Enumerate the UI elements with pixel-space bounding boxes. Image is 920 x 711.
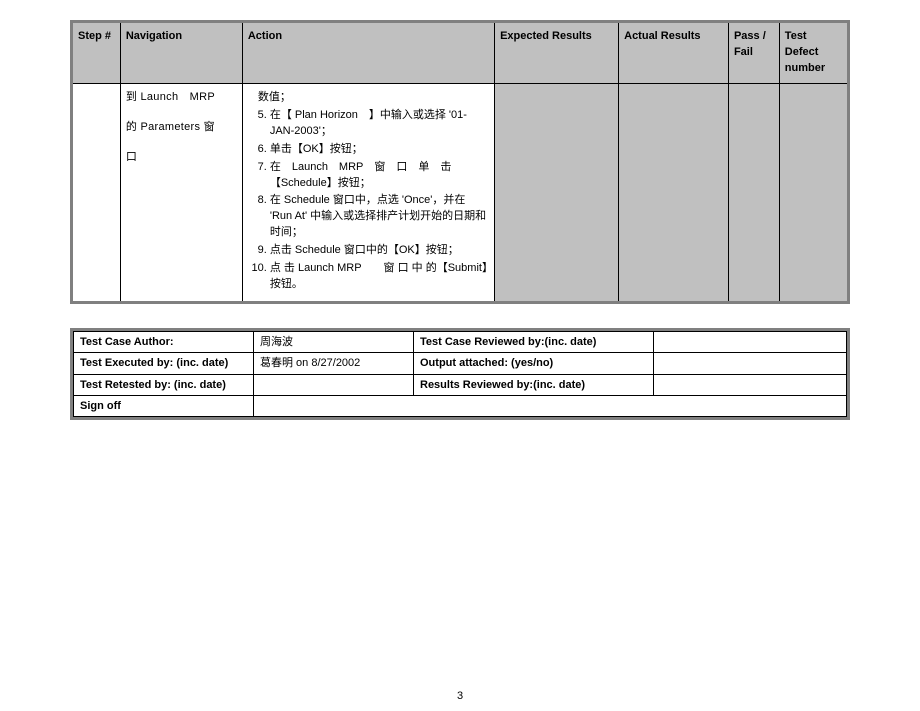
action-step: 点 击 Launch MRP 窗 口 中 的【Submit】按钮。 bbox=[270, 261, 489, 293]
col-header-defect: Test Defect number bbox=[779, 22, 848, 84]
cell-navigation: 到 Launch MRP 的 Parameters 窗 口 bbox=[120, 83, 242, 302]
meta-label: Output attached: (yes/no) bbox=[414, 353, 654, 374]
meta-row: Test Case Author: 周海波 Test Case Reviewed… bbox=[74, 332, 847, 353]
meta-row: Sign off bbox=[74, 395, 847, 416]
meta-label: Test Case Reviewed by:(inc. date) bbox=[414, 332, 654, 353]
meta-label: Test Executed by: (inc. date) bbox=[74, 353, 254, 374]
meta-row: Test Retested by: (inc. date) Results Re… bbox=[74, 374, 847, 395]
col-header-navigation: Navigation bbox=[120, 22, 242, 84]
col-header-expected: Expected Results bbox=[495, 22, 619, 84]
col-header-step: Step # bbox=[72, 22, 121, 84]
cell-passfail bbox=[728, 83, 779, 302]
meta-label: Results Reviewed by:(inc. date) bbox=[414, 374, 654, 395]
meta-value bbox=[254, 395, 847, 416]
meta-value: 葛春明 on 8/27/2002 bbox=[254, 353, 414, 374]
table-header-row: Step # Navigation Action Expected Result… bbox=[72, 22, 849, 84]
cell-actual bbox=[619, 83, 729, 302]
document-page: Step # Navigation Action Expected Result… bbox=[0, 0, 920, 420]
nav-text-line: 口 bbox=[126, 150, 237, 166]
test-meta-table-wrap: Test Case Author: 周海波 Test Case Reviewed… bbox=[70, 328, 850, 420]
meta-value bbox=[254, 374, 414, 395]
action-step: 在 Schedule 窗口中，点选 'Once'，并在 'Run At' 中输入… bbox=[270, 193, 489, 241]
meta-label: Test Case Author: bbox=[74, 332, 254, 353]
meta-value bbox=[654, 332, 847, 353]
col-header-actual: Actual Results bbox=[619, 22, 729, 84]
nav-text-line: 到 Launch MRP bbox=[126, 90, 237, 106]
page-number: 3 bbox=[0, 690, 920, 702]
cell-expected bbox=[495, 83, 619, 302]
cell-action: 数值； 在【 Plan Horizon 】中输入或选择 '01-JAN-2003… bbox=[242, 83, 494, 302]
test-steps-table: Step # Navigation Action Expected Result… bbox=[70, 20, 850, 304]
action-lead-text: 数值； bbox=[248, 90, 489, 106]
meta-label: Test Retested by: (inc. date) bbox=[74, 374, 254, 395]
col-header-action: Action bbox=[242, 22, 494, 84]
test-meta-table: Test Case Author: 周海波 Test Case Reviewed… bbox=[73, 331, 847, 417]
cell-step bbox=[72, 83, 121, 302]
nav-text-line: 的 Parameters 窗 bbox=[126, 120, 237, 136]
meta-value: 周海波 bbox=[254, 332, 414, 353]
meta-value bbox=[654, 353, 847, 374]
action-step: 在 Launch MRP 窗 口 单 击【Schedule】按钮； bbox=[270, 160, 489, 192]
col-header-passfail: Pass / Fail bbox=[728, 22, 779, 84]
meta-row: Test Executed by: (inc. date) 葛春明 on 8/2… bbox=[74, 353, 847, 374]
cell-defect bbox=[779, 83, 848, 302]
meta-label: Sign off bbox=[74, 395, 254, 416]
action-step: 单击【OK】按钮； bbox=[270, 142, 489, 158]
table-row: 到 Launch MRP 的 Parameters 窗 口 数值； 在【 Pla… bbox=[72, 83, 849, 302]
meta-value bbox=[654, 374, 847, 395]
action-step: 在【 Plan Horizon 】中输入或选择 '01-JAN-2003'； bbox=[270, 108, 489, 140]
action-ordered-list: 在【 Plan Horizon 】中输入或选择 '01-JAN-2003'； 单… bbox=[248, 108, 489, 293]
action-step: 点击 Schedule 窗口中的【OK】按钮； bbox=[270, 243, 489, 259]
